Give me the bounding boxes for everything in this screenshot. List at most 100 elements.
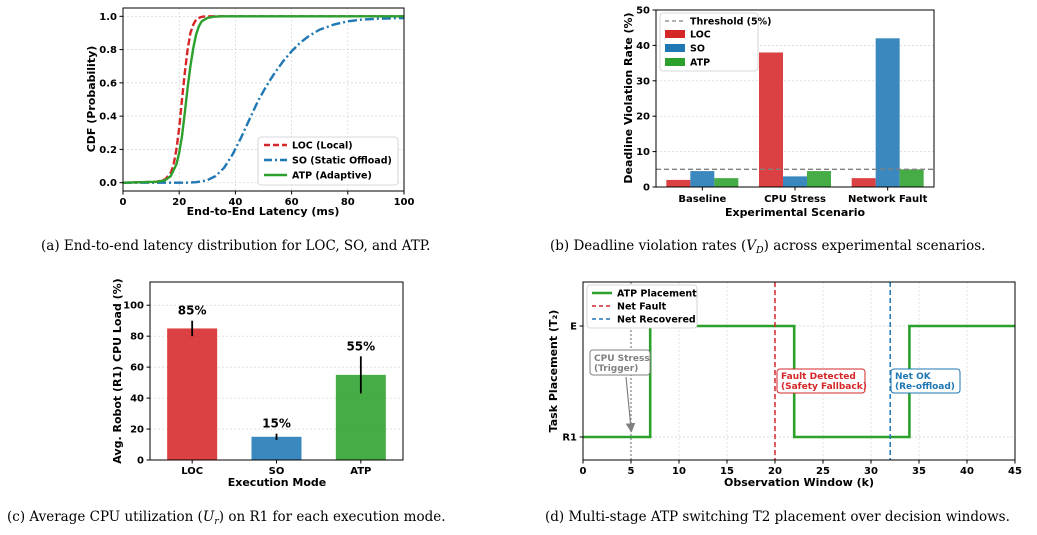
chart-d-ylabel: Task Placement (T₂) [547,310,560,433]
chart-d-annotation-fault-line2: (Safety Fallback) [781,382,867,392]
chart-c-ytick-label: 20 [130,425,144,436]
chart-b-ytick-label: 30 [636,76,650,87]
chart-d-annotation-netok-line1: Net OK [895,372,932,382]
chart-a-legend-atp: ATP (Adaptive) [292,171,372,182]
caption-c: (c) Average CPU utilization (Ur) on R1 f… [7,509,446,527]
chart-c-datalabel-loc: 85% [178,304,207,318]
chart-b-legend-so-swatch [665,44,685,52]
chart-d-ytick-label: E [570,322,577,333]
chart-c-cpu-load: 85% 15% 55% 0 20 40 60 80 100 LOC SO ATP Execution… [111,278,404,489]
chart-a-series-atp [122,15,404,184]
chart-c-ytick-label: 0 [137,456,144,467]
chart-c-xtick-label: LOC [181,466,203,477]
chart-c-ytick-label: 100 [123,301,144,312]
chart-d-annotation-fault: Fault Detected (Safety Fallback) [776,368,867,394]
caption-a: (a) End-to-end latency distribution for … [41,238,430,254]
chart-a-latency-cdf: 0 20 40 60 80 100 0.0 0.2 0.4 0.6 0.8 1.0 End-to-En… [85,7,415,218]
chart-d-ytick-label: R1 [562,433,577,444]
chart-b-ylabel: Deadline Violation Rate (%) [622,12,635,183]
chart-c-xlabel: Execution Mode [228,476,327,489]
chart-b-ytick-label: 50 [636,6,650,17]
chart-a-series-so [123,16,405,184]
chart-a-xlabel: End-to-End Latency (ms) [187,205,340,218]
chart-d-xtick-label: 35 [912,466,926,477]
chart-d-xtick-label: 15 [720,466,734,477]
chart-a-ylabel: CDF (Probability) [85,46,98,153]
chart-d-xtick-label: 10 [672,466,686,477]
chart-b-bar-atp [899,169,924,187]
chart-b-legend-atp: ATP [690,58,710,69]
chart-c-bar-so [251,436,302,460]
chart-d-cpu-arrow [625,376,636,433]
chart-a-frame [122,7,405,192]
chart-b-ytick-label: 0 [643,183,650,194]
chart-d-xtick-label: 40 [960,466,974,477]
chart-b-ytick-label: 10 [636,147,650,158]
chart-c-ylabel: Avg. Robot (R1) CPU Load (%) [111,278,124,463]
chart-c-ytick-label: 40 [130,394,144,405]
chart-d-annotation-fault-line1: Fault Detected [781,372,856,382]
chart-d-frame [582,281,1016,461]
chart-c-datalabel-atp: 55% [346,339,375,353]
chart-c-datalabel-so: 15% [262,417,291,431]
chart-a-ytick-label: 1.0 [99,12,117,23]
chart-b-bar-so [690,171,715,187]
chart-b-bar-loc [759,52,783,188]
chart-b-xlabel: Experimental Scenario [725,206,866,219]
chart-d-annotation-cpu-line1: CPU Stress [594,354,650,364]
chart-d-legend-recovered: Net Recovered [617,315,696,326]
chart-d-annotation-netok: Net OK (Re-offload) [890,368,961,394]
chart-b-bar-so [875,38,900,187]
caption-b: (b) Deadline violation rates (VD) across… [550,238,985,256]
chart-d-xtick-label: 5 [628,466,635,477]
chart-a-ytick-label: 0.6 [99,78,117,89]
chart-c-xtick-label: ATP [350,466,371,477]
chart-c-bar-loc [167,328,218,460]
chart-a-ytick-label: 0.4 [99,112,117,123]
chart-a-legend-so: SO (Static Offload) [292,156,392,167]
chart-a-ytick-label: 0.0 [99,178,117,189]
chart-a-ytick-label: 0.2 [99,145,117,156]
chart-b-legend-loc: LOC [690,30,711,41]
chart-d-legend-fault: Net Fault [617,302,667,313]
chart-a-xtick-label: 60 [285,197,299,208]
chart-d-xlabel: Observation Window (k) [724,476,874,489]
chart-a-xtick-label: 0 [120,197,127,208]
chart-d-annotation-cpu-stress: CPU Stress (Trigger) [589,349,651,433]
chart-b-bar-atp [714,178,739,187]
chart-b-legend-threshold: Threshold (5%) [690,17,772,28]
chart-b-ytick-label: 20 [636,112,650,123]
chart-a-legend-loc: LOC (Local) [292,141,353,152]
chart-b-legend: Threshold (5%) LOC SO ATP [659,12,772,72]
chart-b-xtick-label: Network Fault [848,194,928,205]
chart-a-xtick-label: 40 [228,197,242,208]
chart-b-xtick-label: CPU Stress [764,194,826,205]
chart-b-legend-loc-swatch [665,30,685,38]
chart-a-legend: LOC (Local) SO (Static Offload) ATP (Ada… [257,136,399,186]
caption-d: (d) Multi-stage ATP switching T2 placeme… [545,509,1010,525]
chart-b-violation-rate: 0 10 20 30 40 50 Baseline CPU Stress Network Fau… [622,6,935,219]
chart-d-xtick-label: 25 [816,466,830,477]
chart-d-annotation-netok-line2: (Re-offload) [895,382,955,392]
chart-a-xtick-label: 20 [172,197,186,208]
chart-b-bar-so [783,176,807,187]
chart-d-legend: ATP Placement Net Fault Net Recovered [586,284,698,329]
chart-c-ytick-label: 80 [130,332,144,343]
chart-b-bar-atp [807,171,831,187]
chart-d-xtick-label: 30 [864,466,878,477]
chart-c-ytick-label: 60 [130,363,144,374]
chart-d-legend-atp: ATP Placement [617,289,697,300]
chart-d-annotation-cpu-line2: (Trigger) [594,364,638,374]
chart-b-bar-loc [666,179,691,187]
chart-c-xtick-label: SO [269,466,285,477]
chart-a-series-loc [122,15,404,184]
chart-b-ytick-label: 40 [636,41,650,52]
chart-b-legend-so: SO [690,44,705,55]
chart-a-xtick-label: 80 [341,197,355,208]
chart-d-atp-switching: 0 5 10 15 20 25 30 35 40 45 R1 E Observation Window… [547,281,1022,489]
chart-a-xtick-label: 100 [394,197,415,208]
chart-b-bar-loc [851,178,876,187]
chart-a-ytick-label: 0.8 [99,45,117,56]
chart-b-xtick-label: Baseline [678,194,726,205]
chart-d-xtick-label: 45 [1008,466,1022,477]
